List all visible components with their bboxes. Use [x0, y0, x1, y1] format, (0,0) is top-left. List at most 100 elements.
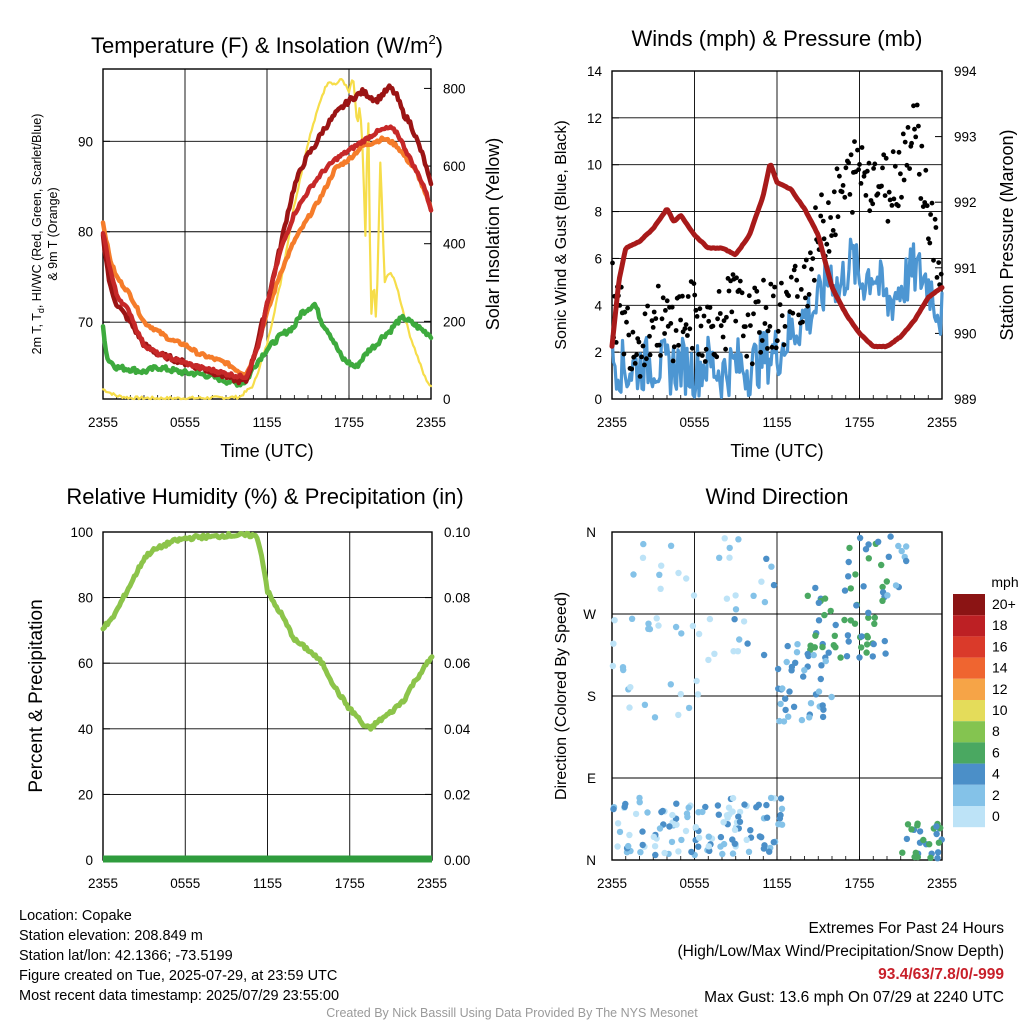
direction-point [614, 843, 621, 850]
ylabel-subscript: d [36, 308, 46, 313]
direction-point [652, 851, 659, 859]
direction-point [763, 801, 770, 809]
gust-point [791, 267, 797, 273]
direction-point [904, 821, 912, 828]
gust-point [856, 167, 861, 173]
direction-point [695, 630, 703, 638]
gust-point [701, 313, 707, 319]
direction-point [832, 621, 839, 629]
gust-point [772, 284, 777, 290]
direction-point [692, 823, 699, 831]
insolation-line [101, 78, 433, 401]
gust-point [834, 166, 840, 172]
station-elevation: Station elevation: 208.849 m [19, 928, 203, 944]
direction-point [683, 575, 690, 582]
direction-point [810, 651, 817, 659]
station-info: Location: Copake Station elevation: 208.… [19, 906, 339, 1006]
x-tick-label: 2355 [416, 415, 446, 430]
humidity-ylabel: Percent & Precipitation [26, 599, 47, 792]
gust-point [857, 162, 862, 167]
gust-point [767, 324, 773, 329]
gust-point [720, 334, 726, 340]
gust-point [813, 205, 818, 211]
gust-point [621, 351, 627, 357]
direction-point [782, 706, 789, 714]
direction-point [770, 581, 778, 589]
pressure-line [609, 162, 945, 350]
temperature-ylabel: 2m T, Td, HI/WC (Red, Green, Scarlet/Blu… [30, 114, 46, 355]
gust-point [846, 160, 851, 166]
gust-point [826, 200, 831, 206]
direction-point [828, 693, 835, 701]
direction-point [920, 836, 927, 844]
direction-point [806, 714, 813, 721]
direction-point [675, 848, 682, 855]
gust-point [743, 324, 748, 329]
gust-point [703, 346, 709, 352]
direction-point [731, 826, 739, 833]
direction-point [871, 620, 878, 627]
direction-point [811, 644, 818, 651]
gust-point [777, 302, 783, 307]
direction-point [616, 828, 624, 836]
direction-point [934, 855, 941, 862]
gust-point [786, 293, 791, 299]
direction-point [729, 836, 736, 843]
gust-point [694, 314, 700, 319]
gust-point [879, 183, 884, 189]
direction-point [884, 592, 891, 599]
direction-point [675, 569, 682, 577]
gust-point [775, 328, 781, 334]
direction-point [847, 585, 854, 592]
x-tick-label: 0555 [679, 876, 709, 891]
winds-title: Winds (mph) & Pressure (mb) [632, 26, 923, 51]
x-tick-label: 2355 [927, 876, 957, 891]
direction-point [702, 803, 709, 811]
direction-point [675, 711, 682, 719]
gust-point [658, 353, 663, 358]
gust-point [855, 147, 860, 153]
gust-point [839, 189, 845, 195]
gust-point [928, 212, 933, 217]
gust-point [835, 214, 841, 220]
direction-point [661, 849, 668, 857]
direction-point [827, 607, 834, 615]
direction-point [761, 598, 769, 606]
direction-point [794, 641, 801, 648]
gust-point [714, 354, 720, 360]
gust-point [875, 191, 881, 197]
gust-point [685, 333, 690, 338]
x-tick-label: 1155 [253, 876, 282, 891]
x-tick-label: 1155 [762, 415, 791, 430]
gust-point [730, 272, 736, 277]
y-tick-label: 2 [594, 345, 602, 360]
y2-tick-label: 0.10 [444, 525, 470, 540]
y2-tick-label: 993 [954, 130, 977, 145]
direction-point [841, 616, 848, 624]
direction-point [927, 854, 934, 861]
direction-point [717, 833, 725, 841]
gust-point [770, 293, 776, 299]
gust-point [696, 351, 702, 357]
gust-point [790, 310, 796, 316]
extremes-values: 93.4/63/7.8/0/-999 [878, 966, 1004, 983]
direction-point [782, 695, 789, 702]
direction-point [621, 803, 628, 810]
gust-point [723, 346, 728, 352]
direction-point [639, 841, 646, 849]
gust-point [644, 356, 649, 362]
direction-point [720, 840, 728, 848]
direction-point [863, 649, 870, 656]
gust-point [660, 295, 666, 301]
direction-point [845, 573, 852, 580]
direction-point [641, 701, 649, 708]
direction-point [862, 546, 870, 553]
direction-point [610, 640, 617, 647]
x-tick-label: 1155 [252, 415, 281, 430]
x-tick-label: 0555 [170, 415, 200, 430]
direction-point [627, 684, 634, 691]
gust-point [737, 278, 743, 284]
gust-point [811, 277, 817, 283]
gust-point [810, 256, 816, 261]
